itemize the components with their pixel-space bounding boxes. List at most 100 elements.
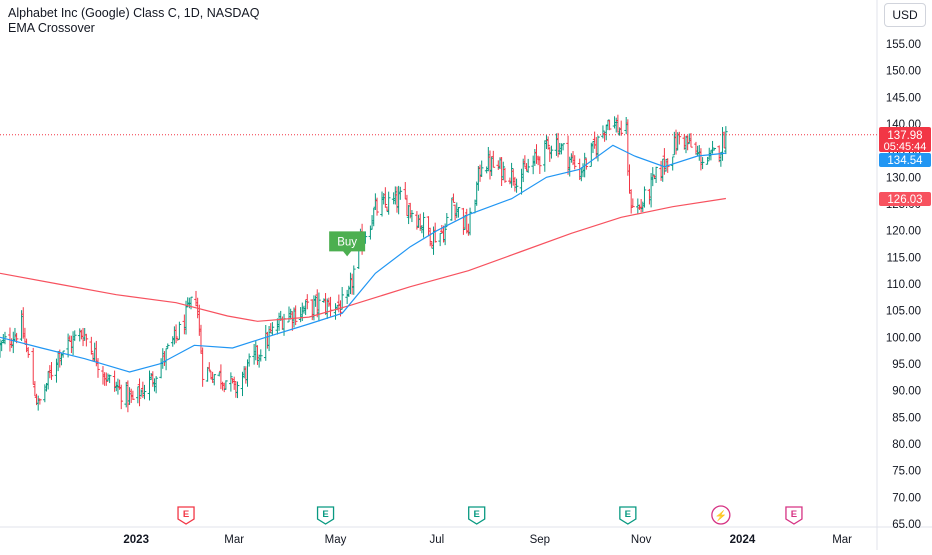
ohlc-bar [491, 150, 496, 168]
ohlc-bar [84, 333, 89, 347]
ohlc-bar [386, 191, 391, 215]
x-tick-label: May [325, 534, 347, 546]
indicator-title[interactable]: EMA Crossover [8, 21, 95, 35]
ohlc-bar [654, 166, 658, 184]
ohlc-bar [293, 305, 298, 326]
ohlc-bar [601, 125, 605, 139]
ohlc-bar [49, 362, 54, 380]
svg-text:⚡: ⚡ [715, 509, 727, 522]
ohlc-bar [549, 145, 554, 159]
ohlc-bar [107, 374, 112, 384]
time-axis[interactable]: 2023 Mar May Jul Sep Nov 2024 Mar [123, 534, 852, 546]
y-tick-label: 90.00 [892, 386, 921, 398]
ohlc-bar [607, 120, 612, 131]
y-tick-label: 75.00 [892, 466, 921, 478]
ohlc-bar [174, 324, 178, 344]
earnings-marker[interactable]: E [785, 506, 803, 525]
event-markers[interactable]: E E E E ⚡ E [177, 505, 803, 525]
ohlc-bar [305, 294, 310, 310]
buy-signal[interactable]: Buy [329, 231, 366, 257]
ohlc-bar [38, 398, 42, 405]
earnings-marker[interactable]: E [177, 506, 195, 525]
ohlc-bar [451, 193, 456, 203]
ohlc-bar [433, 222, 437, 243]
buy-signal-label: Buy [337, 236, 357, 248]
ohlc-bar [514, 178, 519, 193]
y-tick-label: 130.00 [886, 172, 921, 184]
ohlc-bar [351, 265, 356, 295]
bar-countdown: 05:45:44 [884, 141, 927, 153]
y-tick-label: 85.00 [892, 412, 921, 424]
x-tick-label: Sep [530, 534, 550, 546]
ohlc-bar [526, 158, 530, 173]
ohlc-bar [479, 160, 484, 177]
ohlc-bar [224, 380, 228, 390]
ohlc-bar [438, 232, 442, 247]
ohlc-bar [468, 207, 472, 236]
ohlc-bar [631, 198, 635, 208]
x-tick-label: Mar [832, 534, 852, 546]
ema-long-line [0, 197, 726, 322]
ohlc-bar [572, 155, 577, 170]
ohlc-bar [119, 384, 124, 410]
svg-text:E: E [183, 509, 189, 520]
ema-short-tag [879, 153, 931, 167]
earnings-marker[interactable]: E [316, 506, 335, 525]
y-tick-label: 65.00 [892, 519, 921, 531]
ohlc-bar [375, 197, 379, 216]
x-tick-label: 2024 [730, 534, 756, 546]
ohlc-bar [596, 135, 600, 162]
ohlc-bar [72, 330, 77, 342]
ohlc-bar [700, 157, 705, 170]
y-tick-label: 145.00 [886, 92, 921, 104]
ohlc-bar [383, 187, 388, 208]
y-tick-label: 150.00 [886, 66, 921, 78]
y-tick-label: 100.00 [886, 332, 921, 344]
ema-short-line [0, 144, 726, 373]
ohlc-bar [410, 210, 414, 223]
ohlc-bar [154, 376, 158, 394]
symbol-title[interactable]: Alphabet Inc (Google) Class C, 1D, NASDA… [8, 6, 260, 20]
price-axis[interactable]: 65.00 70.00 75.00 80.00 85.00 90.00 95.00 100.0… [886, 39, 921, 531]
x-tick-label: Nov [631, 534, 652, 546]
y-tick-label: 120.00 [886, 226, 921, 238]
ohlc-bar [503, 167, 507, 183]
ohlc-bar [398, 186, 403, 200]
ohlc-bar [247, 353, 251, 367]
ohlc-bar [142, 384, 147, 400]
svg-text:E: E [322, 509, 328, 520]
ohlc-bar [89, 336, 94, 355]
ohlc-bar [137, 378, 142, 407]
ohlc-bar [189, 296, 193, 310]
price-tags: 137.98 05:45:44 134.54 126.03 [879, 127, 931, 206]
ohlc-bar [561, 143, 565, 151]
ohlc-bar [270, 322, 275, 336]
y-tick-label: 70.00 [892, 492, 921, 504]
x-tick-label: Jul [429, 534, 444, 546]
ohlc-bar [235, 381, 240, 399]
x-tick-label: 2023 [123, 534, 149, 546]
earnings-marker[interactable]: E [468, 506, 486, 525]
ohlc-bar [642, 186, 647, 208]
ohlc-bar [710, 140, 715, 154]
ohlc-bar [200, 347, 205, 387]
ohlc-bar [340, 287, 344, 310]
dividend-marker[interactable]: ⚡ [711, 505, 731, 525]
ohlc-bar [104, 372, 109, 386]
ohlc-bar [317, 292, 321, 322]
ohlc-bar [61, 350, 65, 358]
y-tick-label: 80.00 [892, 439, 921, 451]
ohlc-bar [131, 390, 135, 400]
ohlc-bar [501, 161, 506, 181]
ohlc-bar [96, 358, 100, 378]
ohlc-bar [456, 207, 461, 218]
ohlc-bar [606, 119, 610, 131]
currency-button[interactable]: USD [884, 3, 926, 27]
svg-text:E: E [791, 509, 797, 520]
ohlc-bar [165, 343, 170, 349]
ohlc-bar [509, 162, 514, 188]
earnings-marker[interactable]: E [619, 506, 637, 525]
